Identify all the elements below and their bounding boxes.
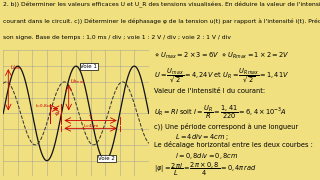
Text: $L=4div=4cm$ ;: $L=4div=4cm$ ;	[154, 132, 229, 142]
Text: $U_{max}$: $U_{max}$	[10, 63, 23, 72]
Text: $\diamond$ $U_{max}=2\times3=6V$  $\diamond$ $U_{Rmax}=1\times2=2V$: $\diamond$ $U_{max}=2\times3=6V$ $\diamo…	[154, 50, 290, 61]
Text: 2. b)) Déterminer les valeurs efficaces U et U_R des tensions visualisées. En dé: 2. b)) Déterminer les valeurs efficaces …	[3, 2, 320, 8]
Text: c)) Une période correspond à une longueur: c)) Une période correspond à une longueu…	[154, 122, 298, 130]
Text: $U_R=RI$ soit $I=\dfrac{U_R}{R}=\dfrac{1,41}{220}=6,4\times10^{-3}A$: $U_R=RI$ soit $I=\dfrac{U_R}{R}=\dfrac{1…	[154, 103, 287, 121]
Text: $U=\dfrac{U_{max}}{\sqrt{2}}=4,24V$ et $U_R=\dfrac{U_{Rmax}}{\sqrt{2}}=1,41V$: $U=\dfrac{U_{max}}{\sqrt{2}}=4,24V$ et $…	[154, 67, 289, 85]
Text: Le décalage horizontal entre les deux courbes :: Le décalage horizontal entre les deux co…	[154, 141, 313, 148]
Text: $U_{Rmax}$: $U_{Rmax}$	[70, 77, 85, 86]
Text: $l=0,8div=0,8cm$: $l=0,8div=0,8cm$	[154, 151, 238, 161]
Text: son signe. Base de temps : 1,0 ms / div ; voie 1 : 2 V / div ; voie 2 : 1 V / di: son signe. Base de temps : 1,0 ms / div …	[3, 35, 231, 40]
Text: $|\varphi|=\dfrac{2\pi l}{L}=\dfrac{2\pi\times0,8}{4}=0,4\pi\,rad$: $|\varphi|=\dfrac{2\pi l}{L}=\dfrac{2\pi…	[154, 161, 257, 178]
Text: l=0,8cm: l=0,8cm	[36, 104, 54, 108]
Text: Voie 2: Voie 2	[98, 156, 115, 161]
Text: Valeur de l'intensité I du courant:: Valeur de l'intensité I du courant:	[154, 88, 265, 94]
Text: courant dans le circuit. c)) Déterminer le déphasage φ de la tension u(t) par ra: courant dans le circuit. c)) Déterminer …	[3, 19, 320, 24]
Text: Voie 1: Voie 1	[80, 64, 97, 69]
Text: φ: φ	[55, 111, 59, 116]
Text: T: T	[88, 115, 92, 120]
Text: L=4cm: L=4cm	[83, 124, 99, 128]
